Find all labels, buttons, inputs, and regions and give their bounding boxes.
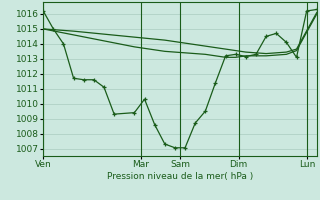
X-axis label: Pression niveau de la mer( hPa ): Pression niveau de la mer( hPa )	[107, 172, 253, 181]
